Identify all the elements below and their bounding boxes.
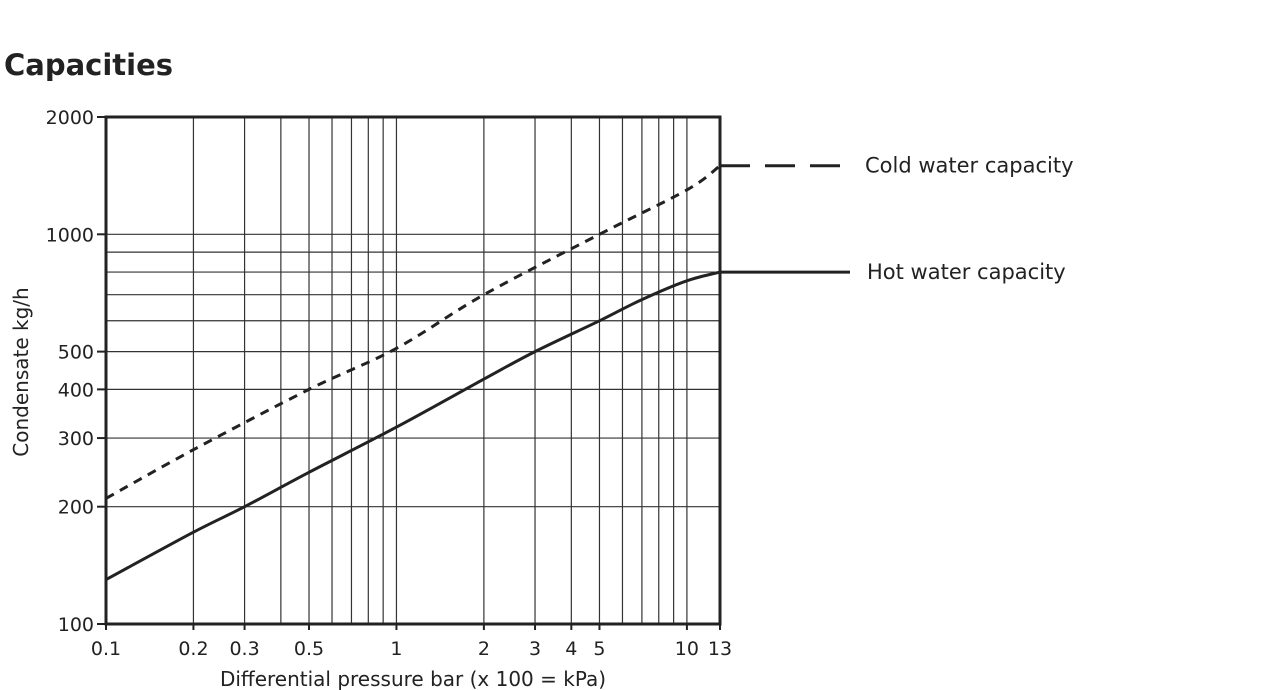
y-tick-label-300: 300 [58, 428, 94, 450]
x-tick-label-3: 3 [529, 638, 541, 660]
legend: Cold water capacity Hot water capacity [720, 154, 1074, 284]
y-axis-label: Condensate kg/h [9, 287, 33, 456]
series-line-cold-water-capacity [105, 164, 721, 500]
y-tick-label-100: 100 [58, 614, 94, 636]
x-tick-label-0-5: 0.5 [294, 638, 324, 660]
tick-labels: 0.1 0.2 0.3 0.5 1 2 3 4 5 10 13 100 200 300 400 500 1000… [46, 107, 732, 660]
y-tick-label-2000: 2000 [46, 107, 94, 129]
x-tick-label-13: 13 [708, 638, 732, 660]
x-tick-label-10: 10 [675, 638, 699, 660]
x-axis-label: Differential pressure bar (x 100 = kPa) [220, 667, 606, 690]
page-title: Capacities [4, 48, 174, 82]
x-tick-label-4: 4 [565, 638, 577, 660]
y-tick-label-200: 200 [58, 497, 94, 519]
legend-label-cold-water-capacity: Cold water capacity [865, 154, 1074, 178]
x-tick-label-0-2: 0.2 [178, 638, 208, 660]
x-tick-label-0-1: 0.1 [91, 638, 121, 660]
x-tick-label-1: 1 [390, 638, 402, 660]
x-tick-label-0-3: 0.3 [229, 638, 259, 660]
y-tick-label-400: 400 [58, 379, 94, 401]
series-layer [105, 164, 721, 581]
y-tick-label-500: 500 [58, 342, 94, 364]
grid [105, 116, 721, 625]
legend-label-hot-water-capacity: Hot water capacity [867, 260, 1066, 284]
x-tick-label-2: 2 [478, 638, 490, 660]
series-line-hot-water-capacity [105, 270, 721, 581]
x-tick-label-5: 5 [593, 638, 605, 660]
plot-frame [104, 115, 722, 626]
y-tick-label-1000: 1000 [46, 224, 94, 246]
